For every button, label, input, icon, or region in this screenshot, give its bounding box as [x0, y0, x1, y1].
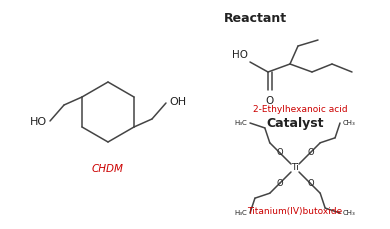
Text: OH: OH: [169, 97, 186, 107]
Text: H₃C: H₃C: [234, 210, 247, 216]
Text: O: O: [277, 148, 283, 157]
Text: O: O: [307, 179, 314, 188]
Text: CH₃: CH₃: [343, 120, 356, 126]
Text: Reactant: Reactant: [223, 12, 287, 25]
Text: Catalyst: Catalyst: [266, 117, 324, 130]
Text: H₃C: H₃C: [234, 120, 247, 126]
Text: Ti: Ti: [291, 164, 299, 172]
Text: O: O: [307, 148, 314, 157]
Text: Titanium(IV)butoxide: Titanium(IV)butoxide: [247, 207, 343, 216]
Text: CH₃: CH₃: [343, 210, 356, 216]
Text: O: O: [277, 179, 283, 188]
Text: 2-Ethylhexanoic acid: 2-Ethylhexanoic acid: [253, 105, 347, 114]
Text: HO: HO: [232, 50, 248, 60]
Text: HO: HO: [30, 117, 47, 127]
Text: O: O: [266, 96, 274, 106]
Text: CHDM: CHDM: [92, 164, 124, 174]
